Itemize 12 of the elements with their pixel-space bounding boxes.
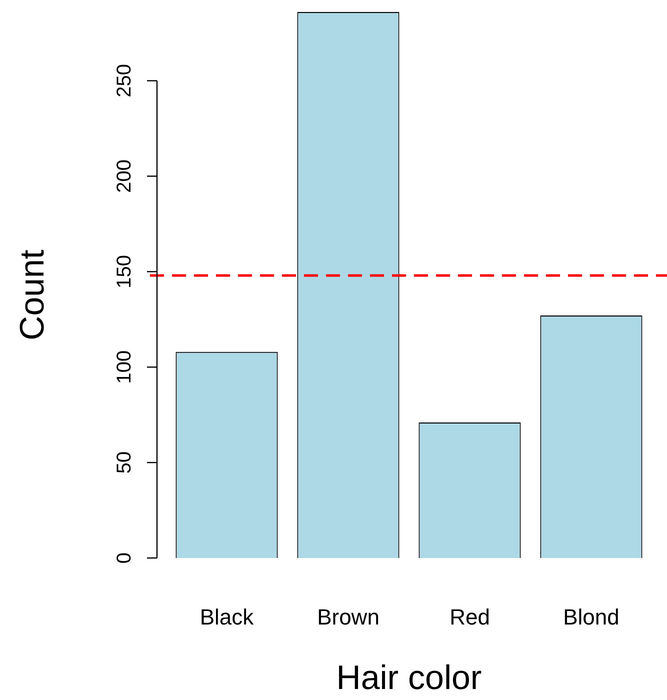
y-tick-label: 250 [114,64,136,98]
y-tick-label: 50 [114,451,136,474]
y-tick-label: 150 [114,254,136,288]
y-tick-label: 0 [114,552,136,564]
x-tick-label: Black [200,604,255,630]
x-axis-title: Hair color [336,658,482,697]
x-tick-label: Blond [563,604,620,630]
x-tick-label: Brown [317,604,380,630]
x-tick-label: Red [450,604,490,630]
y-tick-label: 100 [114,350,136,384]
y-tick-label: 200 [114,159,136,193]
y-axis-title: Count [13,249,52,340]
